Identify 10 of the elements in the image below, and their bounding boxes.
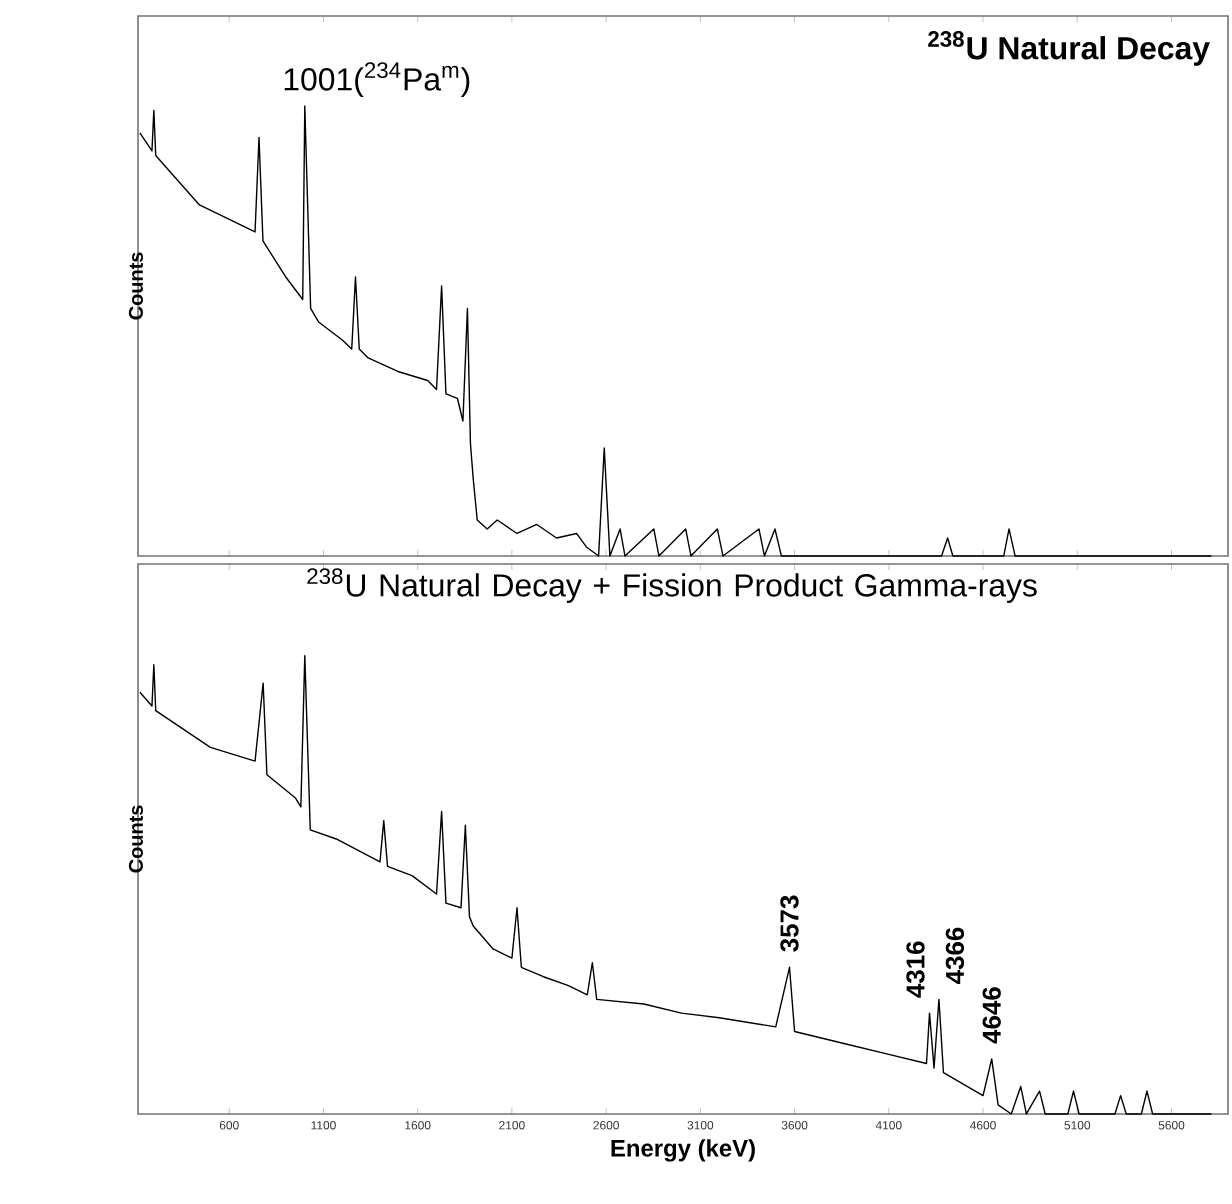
annotation: 4646 (982, 987, 1001, 1044)
chart-title: $^{238}$U Natural Decay + Fission Product Gamma-rays (307, 568, 1037, 603)
annotation: 4316 (906, 941, 925, 998)
chart-title: $^{238}$U Natural Decay (928, 31, 1210, 66)
annotation: 1001($^{234}$Pa$^{m}$) (284, 62, 470, 97)
x-axis-title: Energy (keV) (611, 1139, 755, 1162)
y-axis-title: Counts (128, 252, 143, 320)
y-axis-title: Counts (128, 805, 143, 873)
annotation: 3573 (780, 895, 799, 952)
annotation: 4366 (945, 927, 965, 984)
